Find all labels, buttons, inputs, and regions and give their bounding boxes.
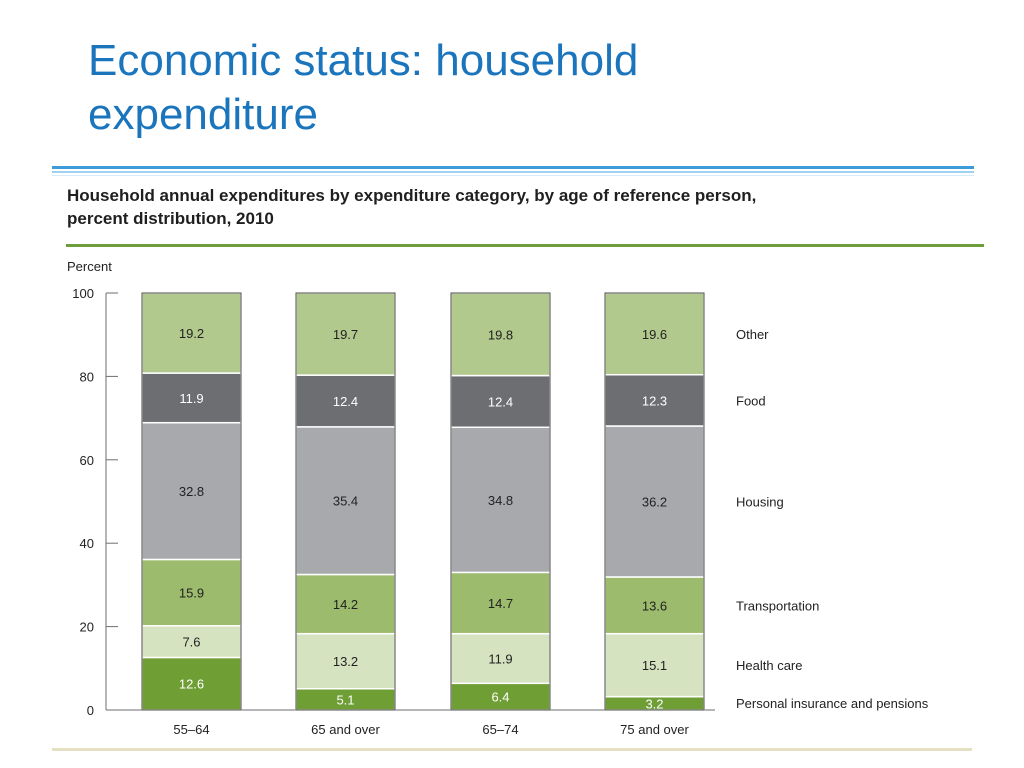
data-label-transportation-55-64: 15.9 <box>179 586 204 601</box>
chart-title-line-1: Household annual expenditures by expendi… <box>67 186 757 205</box>
chart-title-underline <box>66 244 984 247</box>
data-label-transportation-65-and-over: 14.2 <box>333 597 358 612</box>
legend-housing: Housing <box>736 495 784 510</box>
segment-health-care-65-and-over <box>295 632 396 690</box>
data-label-health-care-75-and-over: 15.1 <box>642 658 667 673</box>
segment-transportation-65-and-over <box>295 573 396 635</box>
legend: Personal insurance and pensions Health ca… <box>736 327 929 711</box>
data-label-housing-65-and-over: 35.4 <box>333 494 358 509</box>
slide-title-line-2: expenditure <box>88 90 318 139</box>
slide-title: Economic status: household expenditure <box>88 34 948 142</box>
segment-food-75-and-over <box>604 373 705 427</box>
data-label-health-care-65-and-over: 13.2 <box>333 654 358 669</box>
y-tick-label-0: 0 <box>87 703 94 718</box>
data-label-transportation-75-and-over: 13.6 <box>642 598 667 613</box>
y-tick-label-60: 60 <box>80 453 94 468</box>
data-label-transportation-65-74: 14.7 <box>488 596 513 611</box>
x-tick-label-75-and-over: 75 and over <box>620 722 689 737</box>
data-label-other-65-74: 19.8 <box>488 327 513 342</box>
legend-personal-insurance-and-pensions: Personal insurance and pensions <box>736 696 929 711</box>
data-label-housing-65-74: 34.8 <box>488 493 513 508</box>
footer-divider <box>52 748 972 751</box>
data-label-personal-insurance-and-pensions-65-74: 6.4 <box>491 690 509 705</box>
x-axis-tick-labels: 55–64 65 and over 65–74 75 and over <box>173 722 689 737</box>
bars: 12.6 7.6 15.9 32.8 11.9 19.2 5.1 13.2 14.2 35.4 12… <box>141 292 705 711</box>
segment-transportation-55-64 <box>141 558 242 627</box>
data-label-food-75-and-over: 12.3 <box>642 393 667 408</box>
bar-65-and-over: 5.1 13.2 14.2 35.4 12.4 19.7 <box>295 292 396 711</box>
x-tick-label-65-74: 65–74 <box>482 722 518 737</box>
data-label-health-care-55-64: 7.6 <box>182 635 200 650</box>
segment-food-65-74 <box>450 374 551 429</box>
chart-title-line-2: percent distribution, 2010 <box>67 209 274 228</box>
data-label-food-55-64: 11.9 <box>179 391 203 406</box>
bar-outline-65-74 <box>450 292 551 711</box>
data-label-personal-insurance-and-pensions-55-64: 12.6 <box>179 677 204 692</box>
bar-outline-75-and-over <box>604 292 705 711</box>
segment-other-65-and-over <box>295 292 396 376</box>
data-label-other-55-64: 19.2 <box>179 326 204 341</box>
segment-other-55-64 <box>141 292 242 374</box>
bar-75-and-over: 3.2 15.1 13.6 36.2 12.3 19.6 <box>604 292 705 711</box>
data-label-other-75-and-over: 19.6 <box>642 327 667 342</box>
bar-55-64: 12.6 7.6 15.9 32.8 11.9 19.2 <box>141 292 242 711</box>
legend-food: Food <box>736 393 766 408</box>
y-tick-label-20: 20 <box>80 620 94 635</box>
segment-food-55-64 <box>141 372 242 424</box>
data-label-personal-insurance-and-pensions-65-and-over: 5.1 <box>336 692 354 707</box>
segment-housing-65-74 <box>450 426 551 574</box>
data-label-personal-insurance-and-pensions-75-and-over: 3.2 <box>645 696 663 711</box>
segment-other-65-74 <box>450 292 551 377</box>
segment-transportation-65-74 <box>450 571 551 635</box>
data-label-other-65-and-over: 19.7 <box>333 327 358 342</box>
y-tick-label-100: 100 <box>72 286 94 301</box>
y-tick-label-40: 40 <box>80 536 94 551</box>
data-label-food-65-and-over: 12.4 <box>333 394 358 409</box>
data-label-housing-75-and-over: 36.2 <box>642 495 667 510</box>
segment-health-care-75-and-over <box>604 632 705 698</box>
data-label-housing-55-64: 32.8 <box>179 484 204 499</box>
legend-other: Other <box>736 327 769 342</box>
legend-transportation: Transportation <box>736 598 819 613</box>
slide-title-line-1: Economic status: household <box>88 36 639 85</box>
segment-housing-55-64 <box>141 421 242 561</box>
data-label-health-care-65-74: 11.9 <box>488 652 512 667</box>
chart-title: Household annual expenditures by expendi… <box>67 184 987 230</box>
y-tick-label-80: 80 <box>80 369 94 384</box>
bar-outline-65-and-over <box>295 292 396 711</box>
x-tick-label-65-and-over: 65 and over <box>311 722 380 737</box>
legend-health-care: Health care <box>736 658 802 673</box>
bar-65-74: 6.4 11.9 14.7 34.8 12.4 19.8 <box>450 292 551 711</box>
title-divider <box>52 166 974 178</box>
y-axis-label: Percent <box>67 259 112 274</box>
bar-outline-55-64 <box>141 292 242 711</box>
data-label-food-65-74: 12.4 <box>488 394 513 409</box>
x-tick-label-55-64: 55–64 <box>173 722 209 737</box>
